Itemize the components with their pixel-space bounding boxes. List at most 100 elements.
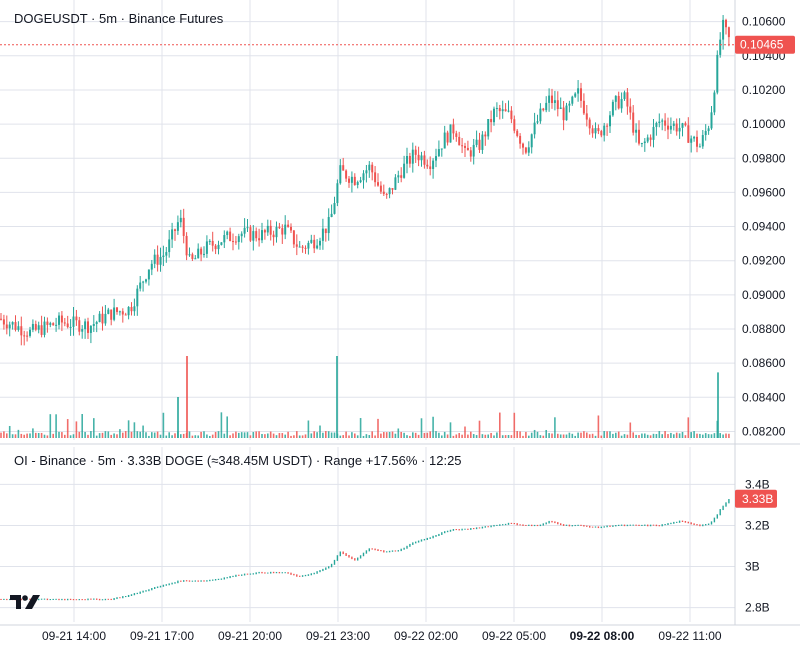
volume-bar (496, 432, 498, 438)
candle-body (400, 175, 403, 178)
candle-body (301, 246, 304, 248)
volume-bar (287, 431, 289, 438)
volume-bar (710, 434, 713, 438)
candle-body (377, 182, 379, 186)
volume-bar (310, 433, 313, 438)
candle-body (34, 323, 37, 330)
candle-body (11, 322, 14, 325)
volume-bar (673, 434, 675, 438)
volume-bar (293, 435, 295, 438)
candle-body (417, 154, 420, 161)
candle-body (310, 239, 313, 243)
candle-body (623, 92, 626, 100)
candle-body (371, 164, 374, 173)
volume-bar (400, 431, 402, 438)
candle-body (678, 127, 681, 132)
volume-bar (200, 431, 202, 438)
candle-body (319, 240, 321, 246)
time-axis-tick-label: 09-22 11:00 (658, 629, 721, 643)
candle-body (501, 109, 504, 112)
volume-bar (182, 433, 185, 438)
candle-body (585, 113, 588, 120)
candle-body (437, 149, 440, 157)
candle-body (693, 136, 696, 139)
volume-bar (385, 432, 388, 438)
volume-bar (620, 435, 623, 438)
volume-bar (383, 432, 385, 438)
volume-bar (435, 431, 437, 438)
volume-bar (319, 425, 321, 438)
candle-body (223, 235, 226, 243)
candle-body (542, 108, 545, 111)
volume-bar (722, 434, 724, 438)
candlestick-series (0, 15, 730, 346)
candle-body (92, 323, 95, 326)
volume-bar (261, 433, 263, 438)
volume-bar (644, 433, 646, 438)
volume-bar (153, 432, 156, 438)
volume-bar (655, 434, 658, 438)
volume-bar (368, 435, 371, 438)
candle-body (49, 323, 52, 325)
volume-bar (574, 435, 576, 438)
volume-bar (501, 435, 504, 438)
candle-body (553, 100, 556, 104)
candle-body (374, 172, 377, 183)
volume-bar (235, 431, 237, 438)
candle-body (29, 329, 31, 336)
candle-body (275, 226, 278, 238)
volume-bar (423, 432, 426, 438)
volume-bar (32, 428, 34, 438)
oi-series (0, 499, 730, 601)
tradingview-logo-icon[interactable] (10, 592, 44, 612)
candle-body (365, 170, 368, 174)
candle-body (362, 173, 365, 181)
candle-body (652, 126, 655, 140)
volume-bar (14, 434, 17, 438)
candle-body (121, 311, 124, 315)
volume-bar (678, 433, 681, 438)
price-chart-title: DOGEUSDT · 5m · Binance Futures (14, 11, 224, 26)
volume-bar (95, 435, 98, 438)
candle-body (234, 241, 237, 243)
volume-bar (226, 416, 228, 438)
volume-bar (148, 435, 150, 438)
volume-bar (568, 432, 571, 438)
candle-body (237, 236, 240, 243)
candle-body (385, 193, 388, 195)
candle-body (391, 188, 394, 190)
candle-body (646, 137, 649, 142)
volume-bar (345, 431, 347, 438)
volume-spike-bar (336, 356, 338, 438)
volume-bar (559, 434, 562, 438)
volume-bar (693, 431, 695, 438)
candle-body (513, 119, 516, 131)
volume-bar (472, 434, 475, 438)
volume-bar (168, 432, 170, 438)
candle-body (272, 234, 275, 238)
candle-body (52, 323, 55, 326)
volume-bar (203, 431, 205, 438)
volume-bar (275, 435, 278, 438)
volume-bar (188, 431, 191, 438)
volume-bar (90, 431, 92, 438)
candle-body (606, 125, 609, 127)
candle-body (8, 324, 11, 329)
volume-bar (354, 433, 356, 438)
candle-body (403, 163, 406, 178)
volume-bar (122, 432, 124, 438)
candle-body (232, 241, 234, 243)
candle-body (629, 106, 632, 113)
candle-body (594, 128, 597, 134)
volume-bar (432, 416, 434, 438)
volume-bar (113, 433, 115, 438)
volume-bar (339, 435, 342, 438)
volume-bar (342, 435, 344, 438)
price-axis-tick-label: 0.08600 (742, 356, 786, 370)
candle-body (69, 326, 72, 328)
volume-bar (478, 420, 481, 438)
candle-body (690, 138, 693, 143)
candle-body (493, 108, 495, 123)
